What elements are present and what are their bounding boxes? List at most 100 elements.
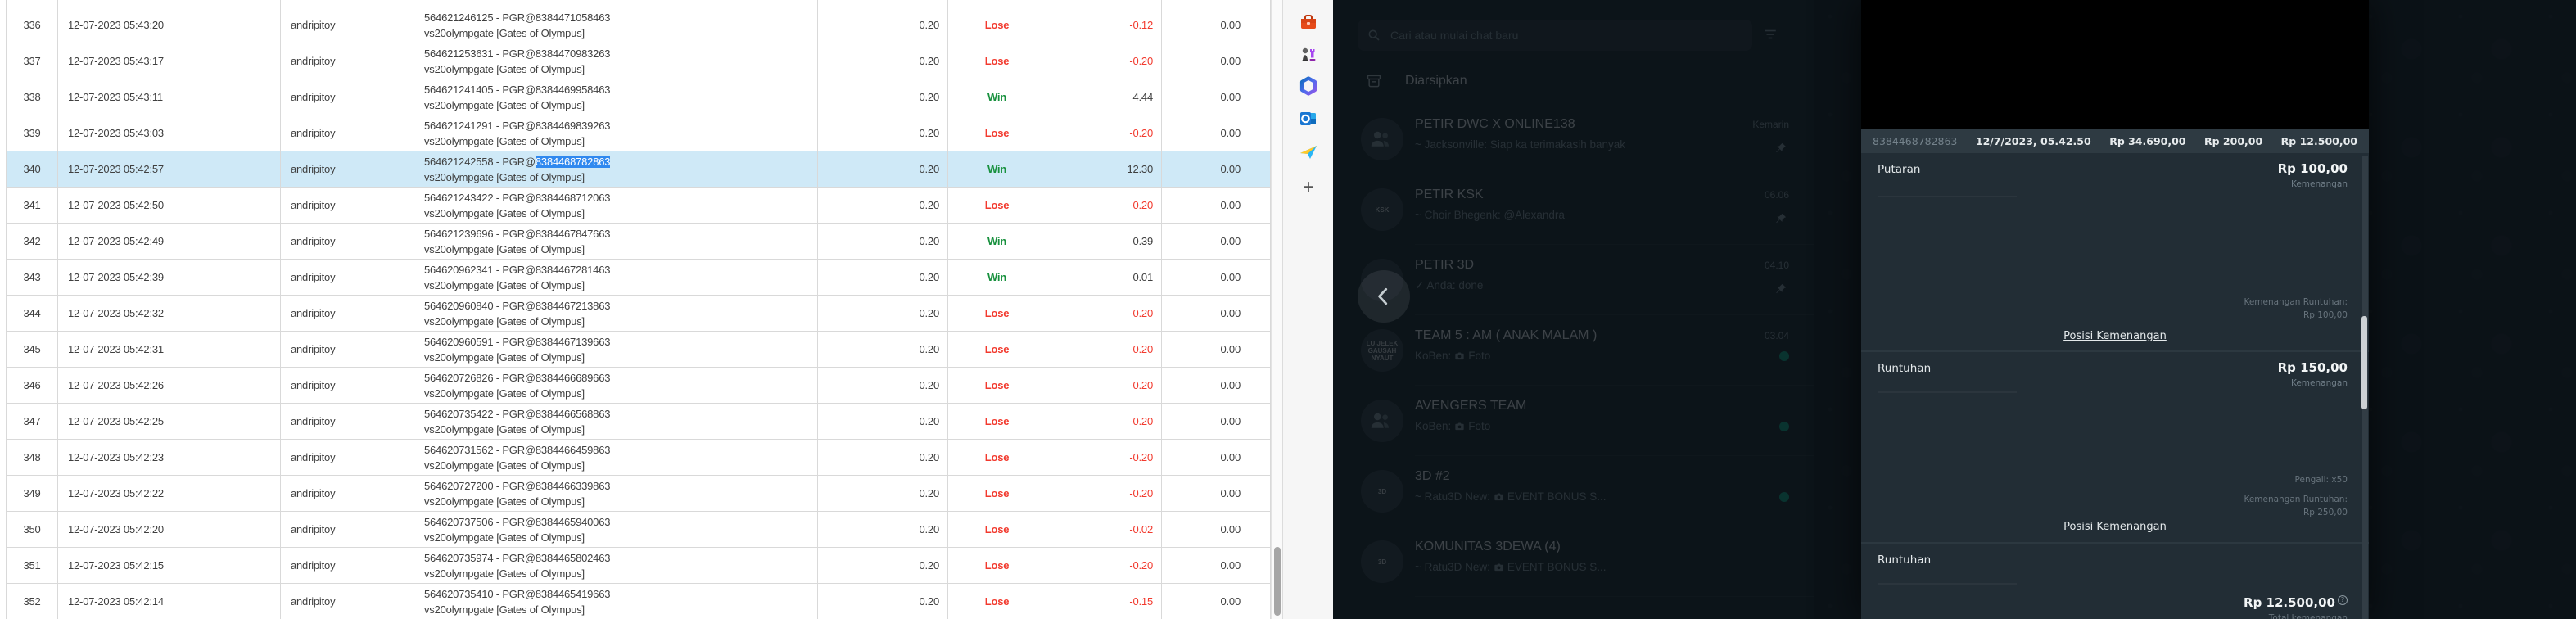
row-datetime: 12-07-2023 05:42:25 bbox=[57, 404, 280, 439]
row-number: 340 bbox=[6, 151, 57, 187]
table-row[interactable]: 337 12-07-2023 05:43:17 andripitoy 56462… bbox=[6, 43, 1271, 79]
bet-history-table: 336 12-07-2023 05:43:20 andripitoy 56462… bbox=[6, 0, 1271, 619]
row-other: 0.00 bbox=[1161, 296, 1271, 331]
row-username: andripitoy bbox=[280, 404, 414, 439]
row-bet: 0.20 bbox=[817, 43, 947, 79]
row-game: vs20olympgate [Gates of Olympus] bbox=[424, 171, 585, 183]
tumble-win-amount: Rp 100,00 bbox=[2303, 310, 2348, 320]
previous-media-button[interactable] bbox=[1358, 270, 1410, 323]
row-game: vs20olympgate [Gates of Olympus] bbox=[424, 135, 585, 147]
row-bet: 0.20 bbox=[817, 79, 947, 115]
info-icon[interactable]: ? bbox=[2338, 594, 2348, 605]
table-row[interactable]: 347 12-07-2023 05:42:25 andripitoy 56462… bbox=[6, 404, 1271, 440]
table-row[interactable]: 348 12-07-2023 05:42:23 andripitoy 56462… bbox=[6, 440, 1271, 476]
winning-positions-link[interactable]: Posisi Kemenangan bbox=[2063, 521, 2167, 533]
row-amount: -0.20 bbox=[1046, 440, 1161, 475]
row-other: 0.00 bbox=[1161, 512, 1271, 547]
table-row[interactable]: 345 12-07-2023 05:42:31 andripitoy 56462… bbox=[6, 332, 1271, 368]
paper-plane-icon[interactable] bbox=[1299, 142, 1318, 162]
row-username: andripitoy bbox=[280, 188, 414, 223]
row-game: vs20olympgate [Gates of Olympus] bbox=[424, 495, 585, 508]
row-bet: 0.20 bbox=[817, 151, 947, 187]
round-image bbox=[1861, 0, 2369, 129]
row-reference: 564621242558 - PGR@8384468782863 vs20oly… bbox=[414, 151, 817, 187]
row-other: 0.00 bbox=[1161, 404, 1271, 439]
gem-grid bbox=[1878, 583, 2017, 585]
whatsapp-window: Cari atau mulai chat baru Diarsipkan PET… bbox=[1333, 0, 2576, 619]
outlook-icon[interactable] bbox=[1299, 109, 1318, 129]
row-amount: 12.30 bbox=[1046, 151, 1161, 187]
row-bet: 0.20 bbox=[817, 224, 947, 259]
table-row[interactable]: 339 12-07-2023 05:43:03 andripitoy 56462… bbox=[6, 115, 1271, 151]
table-scrollbar-thumb[interactable] bbox=[1274, 547, 1281, 616]
row-datetime: 12-07-2023 05:42:49 bbox=[57, 224, 280, 259]
row-number: 351 bbox=[6, 548, 57, 583]
table-row[interactable]: 343 12-07-2023 05:42:39 andripitoy 56462… bbox=[6, 260, 1271, 296]
table-row[interactable]: 338 12-07-2023 05:43:11 andripitoy 56462… bbox=[6, 79, 1271, 115]
row-result: Lose bbox=[947, 440, 1046, 475]
row-result: Win bbox=[947, 260, 1046, 295]
table-row[interactable]: 349 12-07-2023 05:42:22 andripitoy 56462… bbox=[6, 476, 1271, 512]
row-game: vs20olympgate [Gates of Olympus] bbox=[424, 207, 585, 219]
table-row[interactable]: 350 12-07-2023 05:42:20 andripitoy 56462… bbox=[6, 512, 1271, 548]
row-result: Lose bbox=[947, 43, 1046, 79]
table-row[interactable]: 352 12-07-2023 05:42:14 andripitoy 56462… bbox=[6, 584, 1271, 619]
row-username: andripitoy bbox=[280, 332, 414, 367]
row-other: 0.00 bbox=[1161, 332, 1271, 367]
toolbox-icon[interactable] bbox=[1299, 12, 1318, 32]
add-sidebar-item-button[interactable]: + bbox=[1299, 178, 1318, 197]
row-bet: 0.20 bbox=[817, 584, 947, 619]
gem-grid bbox=[1878, 196, 2017, 197]
row-other: 0.00 bbox=[1161, 440, 1271, 475]
row-datetime: 12-07-2023 05:43:20 bbox=[57, 7, 280, 43]
table-row[interactable]: 340 12-07-2023 05:42:57 andripitoy 56462… bbox=[6, 151, 1271, 188]
row-bet: 0.20 bbox=[817, 260, 947, 295]
row-number: 341 bbox=[6, 188, 57, 223]
row-datetime: 12-07-2023 05:42:26 bbox=[57, 368, 280, 403]
winning-positions-link[interactable]: Posisi Kemenangan bbox=[2063, 330, 2167, 342]
row-datetime: 12-07-2023 05:42:20 bbox=[57, 512, 280, 547]
row-username: andripitoy bbox=[280, 548, 414, 583]
row-datetime: 12-07-2023 05:42:50 bbox=[57, 188, 280, 223]
row-game: vs20olympgate [Gates of Olympus] bbox=[424, 423, 585, 436]
row-game: vs20olympgate [Gates of Olympus] bbox=[424, 243, 585, 255]
tumble-win-label: Kemenangan Runtuhan: bbox=[2244, 297, 2348, 307]
chess-icon[interactable] bbox=[1299, 44, 1318, 64]
row-amount: -0.12 bbox=[1046, 7, 1161, 43]
multiplier-label: Pengali: x50 bbox=[2294, 475, 2348, 485]
table-row[interactable]: 342 12-07-2023 05:42:49 andripitoy 56462… bbox=[6, 224, 1271, 260]
panel-scrollbar-thumb[interactable] bbox=[2361, 316, 2367, 409]
row-amount: -0.20 bbox=[1046, 404, 1161, 439]
panel-scrollbar[interactable] bbox=[2361, 156, 2368, 619]
row-datetime: 12-07-2023 05:43:03 bbox=[57, 115, 280, 151]
section-win-amount: Rp 100,00 bbox=[2277, 161, 2348, 176]
row-result: Win bbox=[947, 151, 1046, 187]
table-row[interactable]: 344 12-07-2023 05:42:32 andripitoy 56462… bbox=[6, 296, 1271, 332]
table-row[interactable]: 336 12-07-2023 05:43:20 andripitoy 56462… bbox=[6, 7, 1271, 43]
row-datetime: 12-07-2023 05:42:23 bbox=[57, 440, 280, 475]
row-datetime: 12-07-2023 05:42:57 bbox=[57, 151, 280, 187]
table-row[interactable]: 351 12-07-2023 05:42:15 andripitoy 56462… bbox=[6, 548, 1271, 584]
row-amount: -0.02 bbox=[1046, 512, 1161, 547]
table-scrollbar[interactable] bbox=[1271, 0, 1283, 619]
row-game: vs20olympgate [Gates of Olympus] bbox=[424, 63, 585, 75]
selected-text: 8384468782863 bbox=[535, 156, 611, 168]
table-row[interactable]: 341 12-07-2023 05:42:50 andripitoy 56462… bbox=[6, 188, 1271, 224]
row-reference: 564620731562 - PGR@8384466459863 vs20oly… bbox=[414, 440, 817, 475]
row-other: 0.00 bbox=[1161, 476, 1271, 511]
table-row[interactable]: 346 12-07-2023 05:42:26 andripitoy 56462… bbox=[6, 368, 1271, 404]
row-other: 0.00 bbox=[1161, 548, 1271, 583]
row-amount: -0.20 bbox=[1046, 43, 1161, 79]
row-number: 344 bbox=[6, 296, 57, 331]
tumble-win-label: Kemenangan Runtuhan: bbox=[2244, 495, 2348, 504]
row-username: andripitoy bbox=[280, 440, 414, 475]
row-result: Lose bbox=[947, 188, 1046, 223]
row-result: Lose bbox=[947, 368, 1046, 403]
row-game: vs20olympgate [Gates of Olympus] bbox=[424, 603, 585, 616]
plus-icon: + bbox=[1302, 176, 1314, 198]
row-number: 342 bbox=[6, 224, 57, 259]
microsoft-365-icon[interactable] bbox=[1299, 76, 1318, 96]
section-title: Runtuhan bbox=[1878, 362, 1932, 375]
row-result: Win bbox=[947, 224, 1046, 259]
